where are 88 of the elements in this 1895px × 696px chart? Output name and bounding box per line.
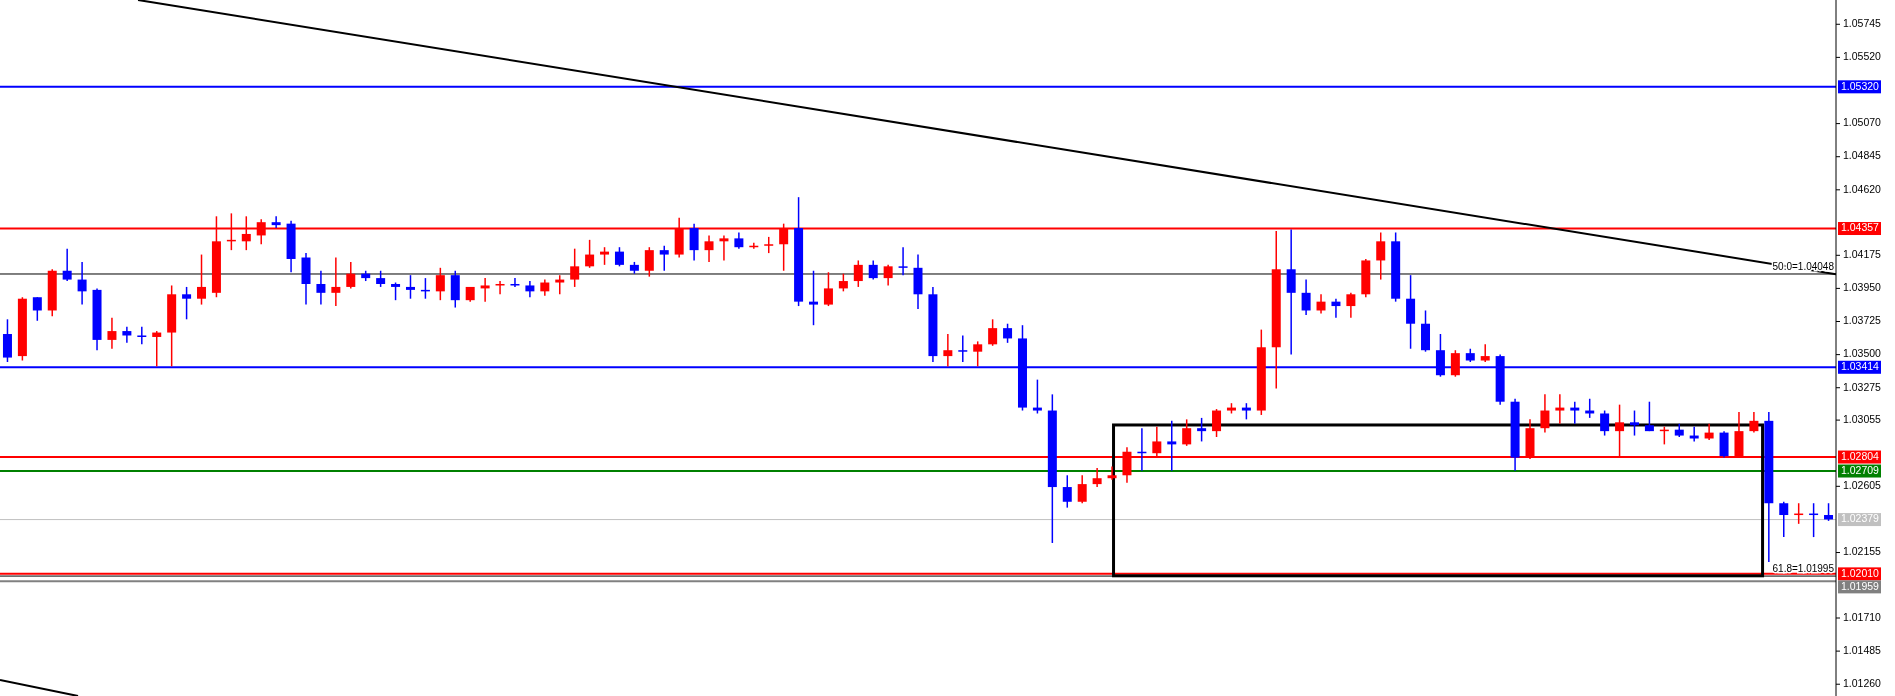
candlestick — [1032, 378, 1042, 415]
candlestick — [77, 261, 87, 306]
candlestick — [570, 247, 580, 288]
candlestick — [1331, 297, 1341, 319]
candlestick — [1092, 467, 1102, 488]
ref-line-label: 1.02010 — [1841, 566, 1880, 579]
candlestick — [405, 274, 415, 300]
candlestick — [1779, 501, 1789, 538]
candlestick — [1719, 430, 1729, 459]
annotation: 61.8=1.01995 — [1772, 563, 1835, 575]
candlestick — [1555, 393, 1565, 425]
candlestick — [182, 286, 192, 321]
y-tick-label: 1.05745 — [1843, 17, 1882, 30]
y-tick-label: 1.05520 — [1843, 50, 1882, 63]
candlestick — [943, 333, 953, 368]
y-tick-label: 1.02605 — [1843, 479, 1882, 492]
candlestick — [197, 253, 207, 306]
y-tick-label: 1.03500 — [1843, 347, 1882, 360]
candlestick — [883, 264, 893, 287]
candlestick — [1450, 349, 1460, 378]
ref-line-label: 1.01959 — [1841, 579, 1880, 592]
candlestick — [1480, 343, 1490, 363]
candlestick — [271, 215, 281, 229]
candlestick — [316, 270, 326, 306]
candlestick — [853, 259, 863, 288]
candlestick — [435, 267, 445, 301]
y-tick-label: 1.03950 — [1843, 281, 1882, 294]
candlestick — [644, 246, 654, 278]
ref-line-label: 1.02709 — [1841, 463, 1880, 476]
candlestick — [107, 317, 117, 350]
candlestick — [1376, 231, 1386, 281]
candlestick — [704, 234, 714, 263]
y-tick-label: 1.04620 — [1843, 182, 1882, 195]
candlestick — [480, 277, 490, 303]
candlestick — [659, 244, 669, 272]
y-tick-label: 1.01260 — [1843, 677, 1882, 690]
y-tick-label: 1.02155 — [1843, 545, 1882, 558]
candlestick — [137, 325, 147, 346]
candlestick — [1301, 278, 1311, 316]
candlestick — [1182, 418, 1192, 447]
y-tick-label: 1.04845 — [1843, 149, 1882, 162]
candlestick — [1062, 474, 1072, 509]
candlestick — [1346, 292, 1356, 319]
candlestick — [868, 259, 878, 281]
candlestick — [1077, 474, 1087, 504]
candlestick — [1600, 409, 1610, 437]
ref-line-label: 1.03414 — [1841, 360, 1880, 373]
y-tick-label: 1.03275 — [1843, 380, 1882, 393]
candlestick — [585, 239, 595, 269]
y-tick-label: 1.03725 — [1843, 314, 1882, 327]
candlestick — [1286, 228, 1296, 356]
y-tick-label: 1.05070 — [1843, 116, 1882, 129]
candlestick — [1212, 408, 1222, 438]
candlestick — [1167, 420, 1177, 472]
candlestick — [1107, 465, 1117, 481]
candlestick — [331, 256, 341, 307]
candlestick — [2, 318, 12, 363]
candlestick — [898, 246, 908, 276]
candlestick — [1316, 293, 1326, 315]
candlestick — [555, 274, 565, 296]
candlestick — [719, 234, 729, 262]
candlestick — [988, 318, 998, 347]
ref-line-label: 1.02379 — [1841, 512, 1880, 525]
y-tick-label: 1.01485 — [1843, 643, 1882, 656]
ref-line-label: 1.02804 — [1841, 449, 1880, 462]
candlestick — [1644, 400, 1654, 432]
candlestick — [689, 222, 699, 262]
candlestick — [1629, 409, 1639, 437]
ref-line-label: 1.05320 — [1841, 79, 1880, 92]
ref-line-label: 1.04357 — [1841, 221, 1880, 234]
candlestick — [346, 261, 356, 290]
candlestick — [973, 340, 983, 368]
candlestick — [152, 330, 162, 368]
candlestick — [809, 270, 819, 326]
candlestick — [1540, 393, 1550, 434]
candlestick — [32, 296, 42, 322]
y-tick-label: 1.04175 — [1843, 248, 1882, 261]
candlestick — [1003, 322, 1013, 344]
candlestick — [1570, 400, 1580, 425]
y-tick-label: 1.01710 — [1843, 610, 1882, 623]
candlestick — [1749, 411, 1759, 434]
candlestick — [1197, 417, 1207, 443]
candlestick — [614, 246, 624, 268]
candlestick — [122, 325, 132, 344]
y-tick-label: 1.03055 — [1843, 412, 1882, 425]
candlestick — [958, 334, 968, 363]
candlestick — [62, 247, 72, 282]
candlestick — [823, 271, 833, 307]
